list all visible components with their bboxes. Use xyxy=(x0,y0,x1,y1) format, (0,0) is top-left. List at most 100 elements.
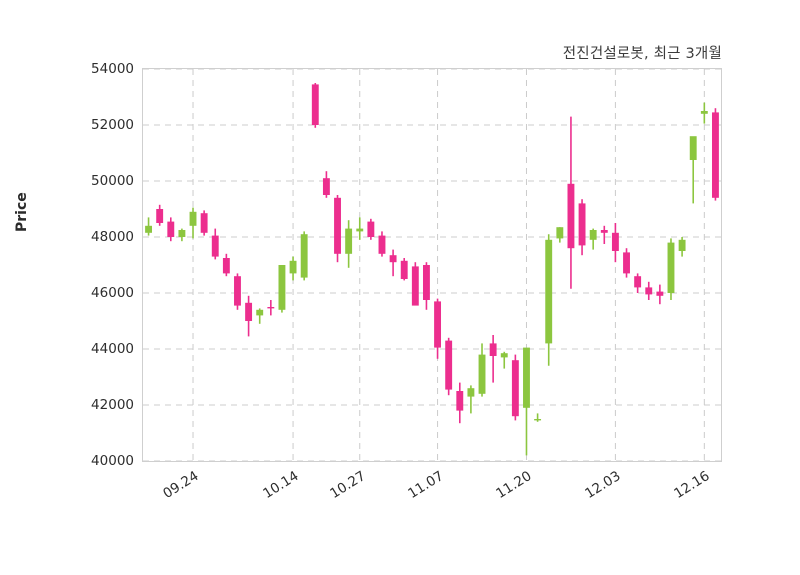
x-tick-label: 09.24 xyxy=(160,468,202,503)
candlestick-body xyxy=(578,203,586,246)
candlestick-body xyxy=(545,239,553,344)
candlestick-body xyxy=(256,309,264,316)
candlestick xyxy=(267,300,275,316)
candlestick-body xyxy=(278,265,286,310)
candlestick xyxy=(411,262,419,306)
candlestick-body xyxy=(178,230,186,237)
plot-area xyxy=(142,68,722,462)
candlestick xyxy=(600,225,608,244)
candlestick xyxy=(656,284,664,305)
candlestick xyxy=(456,382,464,424)
candlestick xyxy=(623,248,630,278)
candlestick-body xyxy=(334,197,341,254)
y-tick-label: 42000 xyxy=(91,397,134,413)
candlestick-body xyxy=(389,255,397,263)
y-tick-label: 48000 xyxy=(91,229,134,245)
candlestick xyxy=(367,218,375,240)
candlestick xyxy=(156,204,164,226)
candlestick-body xyxy=(456,391,464,411)
candlestick-body xyxy=(689,136,697,160)
x-tick-label: 11.07 xyxy=(404,468,447,503)
x-tick-label: 10.14 xyxy=(260,468,302,503)
candlestick xyxy=(189,207,197,239)
candlestick xyxy=(378,231,386,257)
candlestick xyxy=(145,217,153,236)
candlestick-body xyxy=(311,84,319,125)
candlestick-body xyxy=(489,343,497,356)
candlestick xyxy=(478,343,486,397)
x-tick-label: 12.03 xyxy=(582,468,624,503)
candlestick-body xyxy=(234,276,241,306)
candlestick xyxy=(489,335,497,383)
chart-title: 전진건설로봇, 최근 3개월 xyxy=(562,46,722,62)
candlestick-body xyxy=(289,260,297,274)
candlestick xyxy=(211,228,219,260)
candlestick xyxy=(200,210,208,236)
candlestick xyxy=(523,347,530,456)
candlestick xyxy=(322,171,330,198)
candlestick-body xyxy=(367,221,375,237)
candlestick xyxy=(256,308,264,324)
candlestick-body xyxy=(634,276,642,288)
candlestick xyxy=(245,295,253,337)
candlestick-body xyxy=(589,230,597,240)
x-tick-label: 11.20 xyxy=(493,468,535,503)
candlestick-body xyxy=(145,225,153,233)
candlestick xyxy=(434,298,442,359)
candlestick xyxy=(311,83,319,128)
candlestick-body xyxy=(200,213,208,233)
candlestick xyxy=(578,199,586,256)
candlestick xyxy=(711,108,719,201)
candlestick xyxy=(545,234,553,366)
candlestick xyxy=(567,116,575,289)
candlestick-body xyxy=(500,353,508,358)
candlestick-body xyxy=(189,211,197,226)
x-tick-label: 10.27 xyxy=(326,468,369,503)
candlestick-body xyxy=(656,291,664,296)
candlestick xyxy=(356,217,364,240)
candlestick-body xyxy=(645,287,653,295)
candlestick xyxy=(445,337,453,396)
candlestick-body xyxy=(300,234,308,278)
candlestick xyxy=(500,351,508,369)
candlestick-body xyxy=(345,228,353,254)
candlestick-body xyxy=(678,239,686,251)
y-axis-label: Price xyxy=(14,192,30,232)
candlestick-body xyxy=(711,112,719,198)
candlestick xyxy=(167,217,175,242)
candlestick xyxy=(467,385,475,414)
candlestick-body xyxy=(611,232,619,251)
candlestick-body xyxy=(222,258,230,274)
candlestick-body xyxy=(567,183,575,249)
y-tick-label: 50000 xyxy=(91,173,134,189)
candlestick-body xyxy=(667,242,675,293)
y-tick-label: 46000 xyxy=(91,285,134,301)
candlestick xyxy=(300,231,308,281)
candlestick-body xyxy=(511,360,519,417)
candlestick-body xyxy=(478,354,486,394)
candlestick-body xyxy=(434,301,442,348)
candlestick xyxy=(334,195,341,263)
candlestick-body xyxy=(167,221,175,237)
candlestick-body xyxy=(411,266,419,306)
y-tick-label: 54000 xyxy=(91,61,134,77)
candlestick xyxy=(611,223,619,263)
candlestick-body xyxy=(623,252,630,274)
y-tick-label: 52000 xyxy=(91,117,134,133)
candlestick-body xyxy=(211,235,219,257)
candlestick xyxy=(278,265,286,313)
candlestick xyxy=(345,220,353,268)
candlestick xyxy=(511,354,519,421)
candlestick xyxy=(234,273,241,310)
candlestick-body xyxy=(523,347,530,408)
candlestick xyxy=(667,238,675,300)
y-tick-label: 44000 xyxy=(91,341,134,357)
x-tick-label: 12.16 xyxy=(671,468,713,503)
candlestick xyxy=(400,258,408,281)
candlestick xyxy=(289,256,297,281)
candlestick xyxy=(534,413,542,422)
candlestick-body xyxy=(156,209,164,223)
candlestick-body xyxy=(556,227,564,239)
candlestick-body xyxy=(445,340,453,390)
